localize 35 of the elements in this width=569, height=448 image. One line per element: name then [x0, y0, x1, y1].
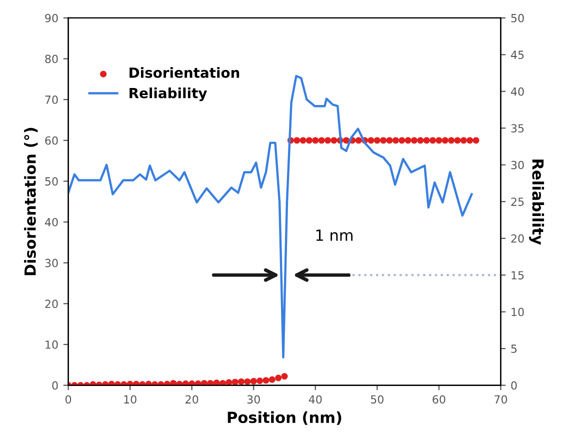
y-tick-label: 10 — [46, 340, 58, 349]
y2-tick-label: 35 — [511, 124, 524, 133]
y2-tick-label: 40 — [510, 87, 524, 96]
legend-label: Disorientation — [130, 67, 240, 78]
y2-tick-label: 5 — [511, 344, 517, 353]
y2-tick-label: 20 — [511, 234, 524, 243]
y-tick-label: 80 — [45, 54, 58, 64]
x-tick-label: 60 — [432, 395, 446, 404]
x-tick-label: 70 — [494, 395, 508, 404]
y2-tick-label: 10 — [512, 308, 524, 316]
y-tick-label: 50 — [45, 177, 58, 186]
y-axis-title: Disorientation (°) — [24, 128, 38, 276]
y-tick-label: 60 — [45, 136, 58, 145]
x-axis-title: Position (nm) — [228, 411, 342, 425]
y-tick-label: 90 — [45, 14, 58, 22]
y-tick-label: 30 — [45, 258, 58, 268]
y-tick-label: 40 — [44, 218, 58, 226]
y-tick-label: 0 — [52, 381, 58, 390]
y2-tick-label: 0 — [511, 381, 517, 390]
y2-tick-label: 30 — [511, 160, 524, 170]
annotation: 1 nm — [316, 230, 353, 241]
y-tick-label: 70 — [45, 96, 58, 104]
y2-tick-label: 25 — [511, 198, 524, 206]
x-tick-label: 10 — [124, 395, 136, 404]
x-tick-label: 20 — [186, 395, 198, 404]
x-tick-label: 30 — [247, 395, 260, 404]
y2-tick-label: 50 — [511, 14, 524, 22]
x-tick-label: 50 — [370, 395, 384, 404]
legend-label: Reliability — [130, 88, 207, 102]
x-tick-label: 40 — [308, 395, 322, 404]
y2-axis-title: Reliability — [529, 160, 544, 245]
y2-tick-label: 45 — [510, 50, 524, 60]
y-tick-label: 20 — [45, 300, 58, 308]
y2-tick-label: 15 — [512, 271, 524, 280]
x-tick-label: 0 — [65, 395, 72, 404]
